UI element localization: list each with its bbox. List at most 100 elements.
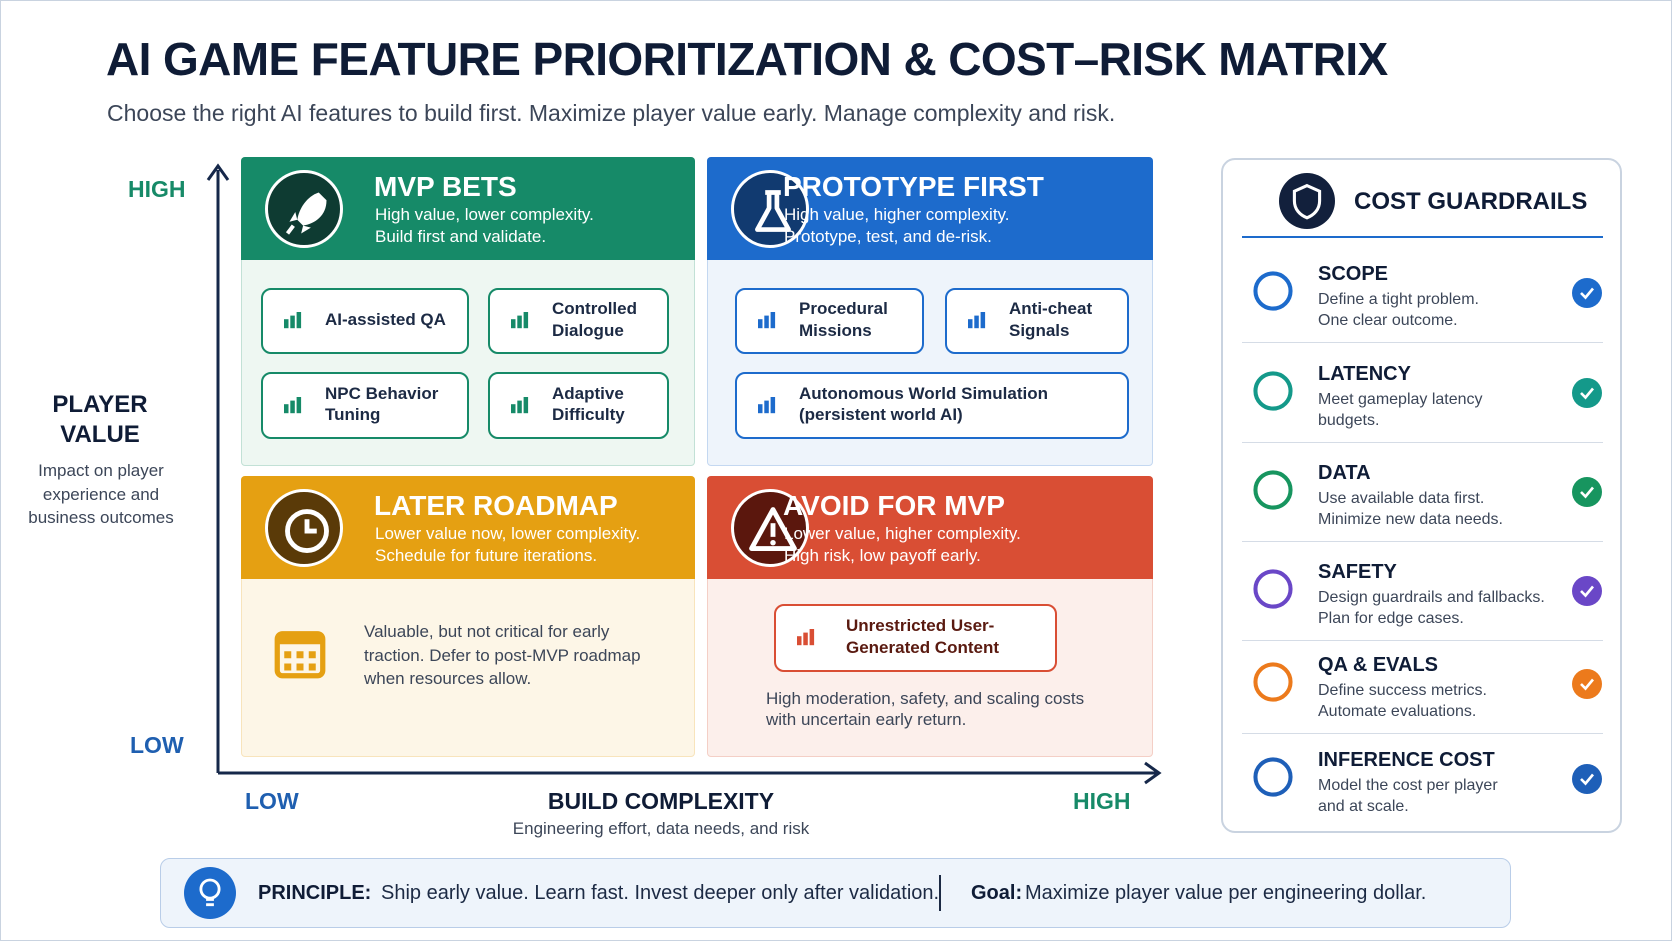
y-description: Impact on player: [38, 461, 164, 480]
feature-pill: Unrestricted User- Generated Content: [774, 604, 1057, 672]
feature-label: Generated Content: [846, 637, 1000, 657]
feature-icon: [959, 303, 995, 339]
guardrail-line: Define success metrics.: [1318, 682, 1487, 699]
footer-bar: PRINCIPLE: Ship early value. Learn fast. …: [160, 858, 1511, 928]
guardrail-icon: [1246, 562, 1300, 616]
y-title: PLAYER: [52, 391, 148, 418]
feature-label: Unrestricted User-: [846, 616, 995, 635]
feature-pill: Procedural Missions: [735, 288, 924, 354]
x-low: LOW: [245, 788, 299, 814]
guardrail-line: Model the cost per player: [1318, 777, 1498, 794]
quadrant-title: LATER ROADMAP: [374, 490, 618, 521]
feature-label: Tuning: [325, 405, 381, 424]
y-low: LOW: [130, 732, 184, 758]
guardrail-line: and at scale.: [1318, 798, 1409, 815]
quadrant-note: Valuable, but not critical for early: [364, 622, 610, 641]
feature-label: NPC Behavior: [325, 383, 439, 403]
y-description: experience and: [42, 484, 160, 504]
feature-label: Dialogue: [552, 320, 624, 340]
feature-icon: [275, 388, 311, 424]
bulb-icon: [184, 867, 236, 919]
guardrail-divider: [1242, 733, 1603, 734]
feature-label: Autonomous World Simulation: [799, 383, 1048, 403]
feature-icon: [275, 303, 311, 339]
quadrant-description: High value, lower complexity.: [375, 205, 594, 224]
quadrant-note: with uncertain early return.: [766, 710, 967, 729]
check-icon: [1572, 278, 1602, 308]
feature-icon: [749, 303, 785, 339]
y-high: HIGH: [128, 176, 186, 202]
quadrant-note: High moderation, safety, and scaling cos…: [766, 689, 1085, 708]
guardrail-line: budgets.: [1318, 412, 1380, 429]
guardrail-icon: [1246, 655, 1300, 709]
guardrail-line: Meet gameplay latency: [1318, 391, 1483, 408]
quadrant-description: Build first and validate.: [375, 227, 547, 246]
guardrail-line: Plan for edge cases.: [1318, 610, 1464, 627]
feature-pill: Controlled Dialogue: [488, 288, 669, 354]
footer-divider: [939, 875, 941, 911]
x-description: Engineering effort, data needs, and risk: [512, 819, 810, 838]
feature-label: Signals: [1009, 320, 1070, 340]
principle-label: PRINCIPLE:: [258, 882, 372, 904]
feature-label: Anti-cheat: [1009, 299, 1093, 318]
feature-icon: [502, 303, 538, 339]
quadrant-icon: [731, 170, 809, 248]
guardrail-title: QA & EVALS: [1318, 654, 1439, 676]
feature-pill: AI-assisted QA: [261, 288, 469, 354]
y-description: business outcomes: [28, 508, 174, 527]
quadrant-icon: [265, 170, 343, 248]
guardrail-divider: [1242, 342, 1603, 343]
check-icon: [1572, 669, 1602, 699]
quadrant-description: High risk, low payoff early.: [784, 546, 981, 565]
guardrail-line: Automate evaluations.: [1318, 703, 1477, 720]
guardrails-rule: [1242, 236, 1603, 238]
guardrail-title: INFERENCE COST: [1318, 749, 1495, 771]
x-arrow: [1144, 761, 1162, 785]
guardrail-icon: [1246, 364, 1300, 418]
quadrant-title: MVP BETS: [374, 171, 517, 202]
guardrail-divider: [1242, 442, 1603, 443]
guardrail-line: Define a tight problem.: [1318, 291, 1479, 308]
check-icon: [1572, 477, 1602, 507]
feature-icon: [788, 620, 824, 656]
quadrant-title: AVOID FOR MVP: [783, 490, 1005, 521]
goal: Maximize player value per engineering do…: [1025, 882, 1427, 904]
guardrail-line: Design guardrails and fallbacks.: [1318, 589, 1545, 606]
quadrant-description: Prototype, test, and de-risk.: [784, 227, 992, 246]
y-title: VALUE: [60, 421, 140, 448]
principle: Ship early value. Learn fast. Invest dee…: [381, 882, 940, 904]
quadrant-note: traction. Defer to post-MVP roadmap: [364, 645, 641, 665]
feature-label: Procedural: [799, 299, 888, 318]
feature-label: AI-assisted QA: [325, 310, 446, 329]
quadrant-icon: [265, 489, 343, 567]
title: AI GAME FEATURE PRIORITIZATION & COST–RI…: [106, 33, 1388, 85]
guardrail-icon: [1246, 750, 1300, 804]
feature-label: Adaptive: [552, 383, 624, 403]
quadrant-description: Lower value now, lower complexity.: [375, 524, 641, 543]
guardrails-title: COST GUARDRAILS: [1354, 188, 1588, 215]
quadrant-title: PROTOTYPE FIRST: [783, 171, 1044, 202]
guardrail-line: Minimize new data needs.: [1318, 511, 1503, 528]
check-icon: [1572, 764, 1602, 794]
x-high: HIGH: [1073, 788, 1131, 814]
guardrail-title: LATENCY: [1318, 363, 1411, 385]
check-icon: [1572, 378, 1602, 408]
calendar-icon: [265, 618, 335, 688]
feature-label: Difficulty: [552, 405, 625, 424]
subtitle: Choose the right AI features to build fi…: [107, 100, 1116, 126]
check-icon: [1572, 576, 1602, 606]
quadrant-icon: [731, 489, 809, 567]
quadrant-description: Lower value, higher complexity.: [784, 524, 1021, 543]
x-title: BUILD COMPLEXITY: [547, 788, 775, 814]
guardrail-icon: [1246, 264, 1300, 318]
feature-pill: Anti-cheat Signals: [945, 288, 1129, 354]
guardrail-title: DATA: [1318, 462, 1371, 484]
guardrail-line: One clear outcome.: [1318, 312, 1458, 329]
guardrail-icon: [1246, 463, 1300, 517]
quadrant-description: Schedule for future iterations.: [375, 546, 598, 565]
feature-label: (persistent world AI): [799, 405, 963, 424]
guardrail-title: SCOPE: [1318, 263, 1389, 285]
feature-icon: [502, 388, 538, 424]
quadrant-description: High value, higher complexity.: [784, 205, 1010, 224]
